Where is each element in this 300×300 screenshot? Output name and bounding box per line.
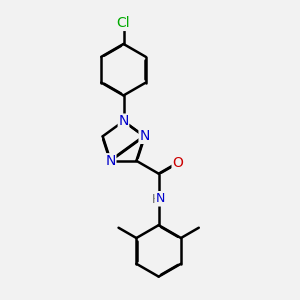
- Text: N: N: [105, 154, 116, 168]
- Text: Cl: Cl: [117, 16, 130, 30]
- Text: O: O: [172, 156, 183, 170]
- Text: N: N: [139, 129, 149, 143]
- Text: N: N: [118, 114, 129, 128]
- Text: H: H: [152, 193, 161, 206]
- Text: N: N: [155, 192, 165, 205]
